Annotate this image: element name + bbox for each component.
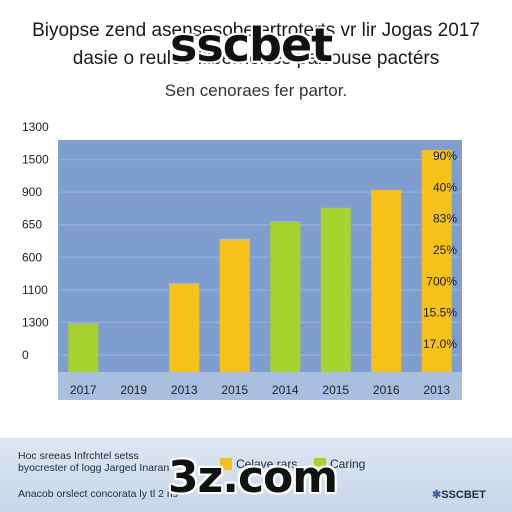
brand-name: SSCBET (441, 489, 486, 501)
right-tick-label: 83% (433, 212, 457, 226)
brand-logo-icon: ✱ (432, 489, 442, 501)
x-tick-label: 2015 (221, 383, 248, 397)
y-tick-label: 1300 (22, 120, 49, 134)
chart-subtitle: Sen cenoraes fer partor. (164, 81, 348, 100)
right-tick-label: 40% (433, 180, 457, 194)
watermark-bottom: 3z.com (168, 452, 338, 503)
right-tick-label: 25% (433, 243, 457, 257)
right-tick-label: 90% (433, 149, 457, 163)
bar (421, 150, 452, 372)
y-tick-label: 1100 (22, 283, 48, 297)
legend-label-green: Caring (330, 457, 366, 471)
watermark-top: sscbet (170, 18, 333, 72)
x-tick-label: 2015 (322, 383, 349, 397)
bar (219, 238, 250, 372)
footer-line-3: Anacob orslect concorata ly tl 2 ris (18, 488, 178, 500)
bar (68, 323, 99, 372)
x-tick-label: 2014 (272, 383, 299, 397)
right-axis-tick-labels: 90% 40% 83% 25% 700% 15.5% 17.0% (423, 149, 457, 351)
footer-line-1: Hoc sreeas Infrchtel setss (18, 450, 139, 462)
x-axis-strip (58, 372, 462, 400)
y-tick-label: 600 (22, 250, 42, 264)
plot-area (58, 140, 462, 372)
legend-swatch-yellow (220, 458, 232, 470)
x-tick-label: 2017 (70, 383, 97, 397)
right-tick-label: 700% (426, 274, 457, 288)
legend-label-yellow: Celave rars (236, 457, 298, 471)
y-tick-label: 900 (22, 185, 42, 199)
bar (169, 283, 200, 372)
x-tick-label: 2019 (120, 383, 147, 397)
x-tick-label: 2016 (373, 383, 400, 397)
y-tick-label: 1300 (22, 315, 49, 329)
y-tick-label: 0 (22, 348, 29, 362)
footer-line-2: byocrester of logg Jarged Inaran (18, 462, 170, 474)
y-tick-label: 650 (22, 218, 42, 232)
bar (371, 189, 402, 372)
legend-swatch-green (314, 458, 326, 470)
bars (68, 150, 452, 372)
y-tick-label: 1500 (22, 153, 49, 167)
bar (320, 207, 351, 372)
chart-title: Biyopse zend asensesobe ertroterts vr li… (32, 20, 480, 41)
x-tick-label: 2013 (423, 383, 450, 397)
footer-panel: Hoc sreeas Infrchtel setss byocrester of… (0, 438, 512, 512)
right-tick-label: 15.5% (423, 306, 457, 320)
y-axis-tick-labels: 1300 1500 900 650 600 1100 1300 0 (22, 120, 49, 362)
bar (270, 221, 301, 372)
footer-brand: ✱SSCBET (432, 488, 486, 501)
right-tick-label: 17.0% (423, 337, 457, 351)
x-axis-tick-labels: 2017 2019 2013 2015 2014 2015 2016 2013 (70, 383, 451, 397)
chart-title-line2: dasie o reuloo fllbernertes parrouse pac… (72, 48, 440, 69)
x-tick-label: 2013 (171, 383, 198, 397)
